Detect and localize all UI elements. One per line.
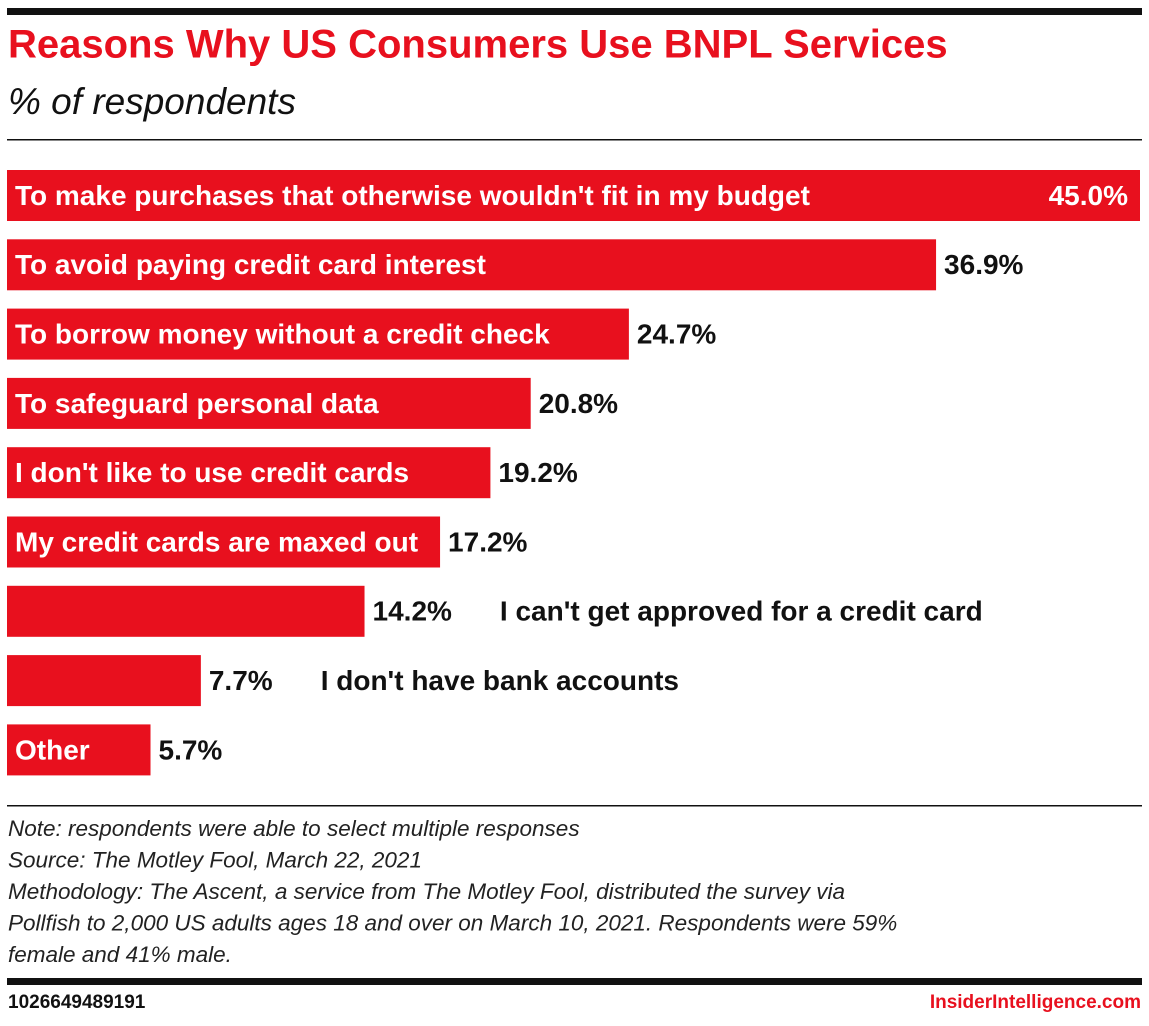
value-label: 7.7%	[209, 665, 273, 696]
value-label: 20.8%	[539, 388, 618, 419]
bar	[7, 447, 491, 499]
note: Note: respondents were able to select mu…	[8, 816, 580, 841]
bar	[7, 377, 531, 429]
category-label: To safeguard personal data	[15, 388, 379, 419]
category-label: My credit cards are maxed out	[15, 526, 418, 557]
brand: InsiderIntelligence.com	[930, 992, 1141, 1013]
note: Methodology: The Ascent, a service from …	[8, 879, 845, 904]
top-rule	[7, 8, 1142, 15]
value-label: 5.7%	[159, 734, 223, 765]
chart-id: 1026649489191	[8, 992, 146, 1013]
bar	[7, 655, 201, 707]
category-label: I don't have bank accounts	[321, 665, 679, 696]
note: Source: The Motley Fool, March 22, 2021	[8, 847, 422, 872]
value-label: 14.2%	[373, 596, 452, 627]
bar	[7, 239, 937, 291]
category-label: To make purchases that otherwise wouldn'…	[15, 180, 810, 211]
chart-title: Reasons Why US Consumers Use BNPL Servic…	[8, 23, 948, 67]
bar	[7, 308, 629, 360]
note: Pollfish to 2,000 US adults ages 18 and …	[8, 910, 897, 935]
value-label: 45.0%	[1049, 180, 1128, 211]
category-label: Other	[15, 734, 90, 765]
value-label: 36.9%	[944, 249, 1023, 280]
category-label: To borrow money without a credit check	[15, 318, 550, 349]
value-label: 17.2%	[448, 526, 527, 557]
category-label: I can't get approved for a credit card	[500, 596, 983, 627]
value-label: 24.7%	[637, 318, 716, 349]
bar	[7, 585, 365, 637]
category-label: I don't like to use credit cards	[15, 457, 409, 488]
bar	[7, 724, 151, 776]
category-label: To avoid paying credit card interest	[15, 249, 486, 280]
chart-subtitle: % of respondents	[8, 81, 296, 122]
note: female and 41% male.	[8, 942, 232, 967]
bottom-rule	[7, 978, 1142, 985]
footer-rule	[7, 805, 1142, 807]
bar	[7, 170, 1140, 221]
header-rule	[7, 139, 1142, 141]
value-label: 19.2%	[498, 457, 577, 488]
bar	[7, 516, 441, 568]
